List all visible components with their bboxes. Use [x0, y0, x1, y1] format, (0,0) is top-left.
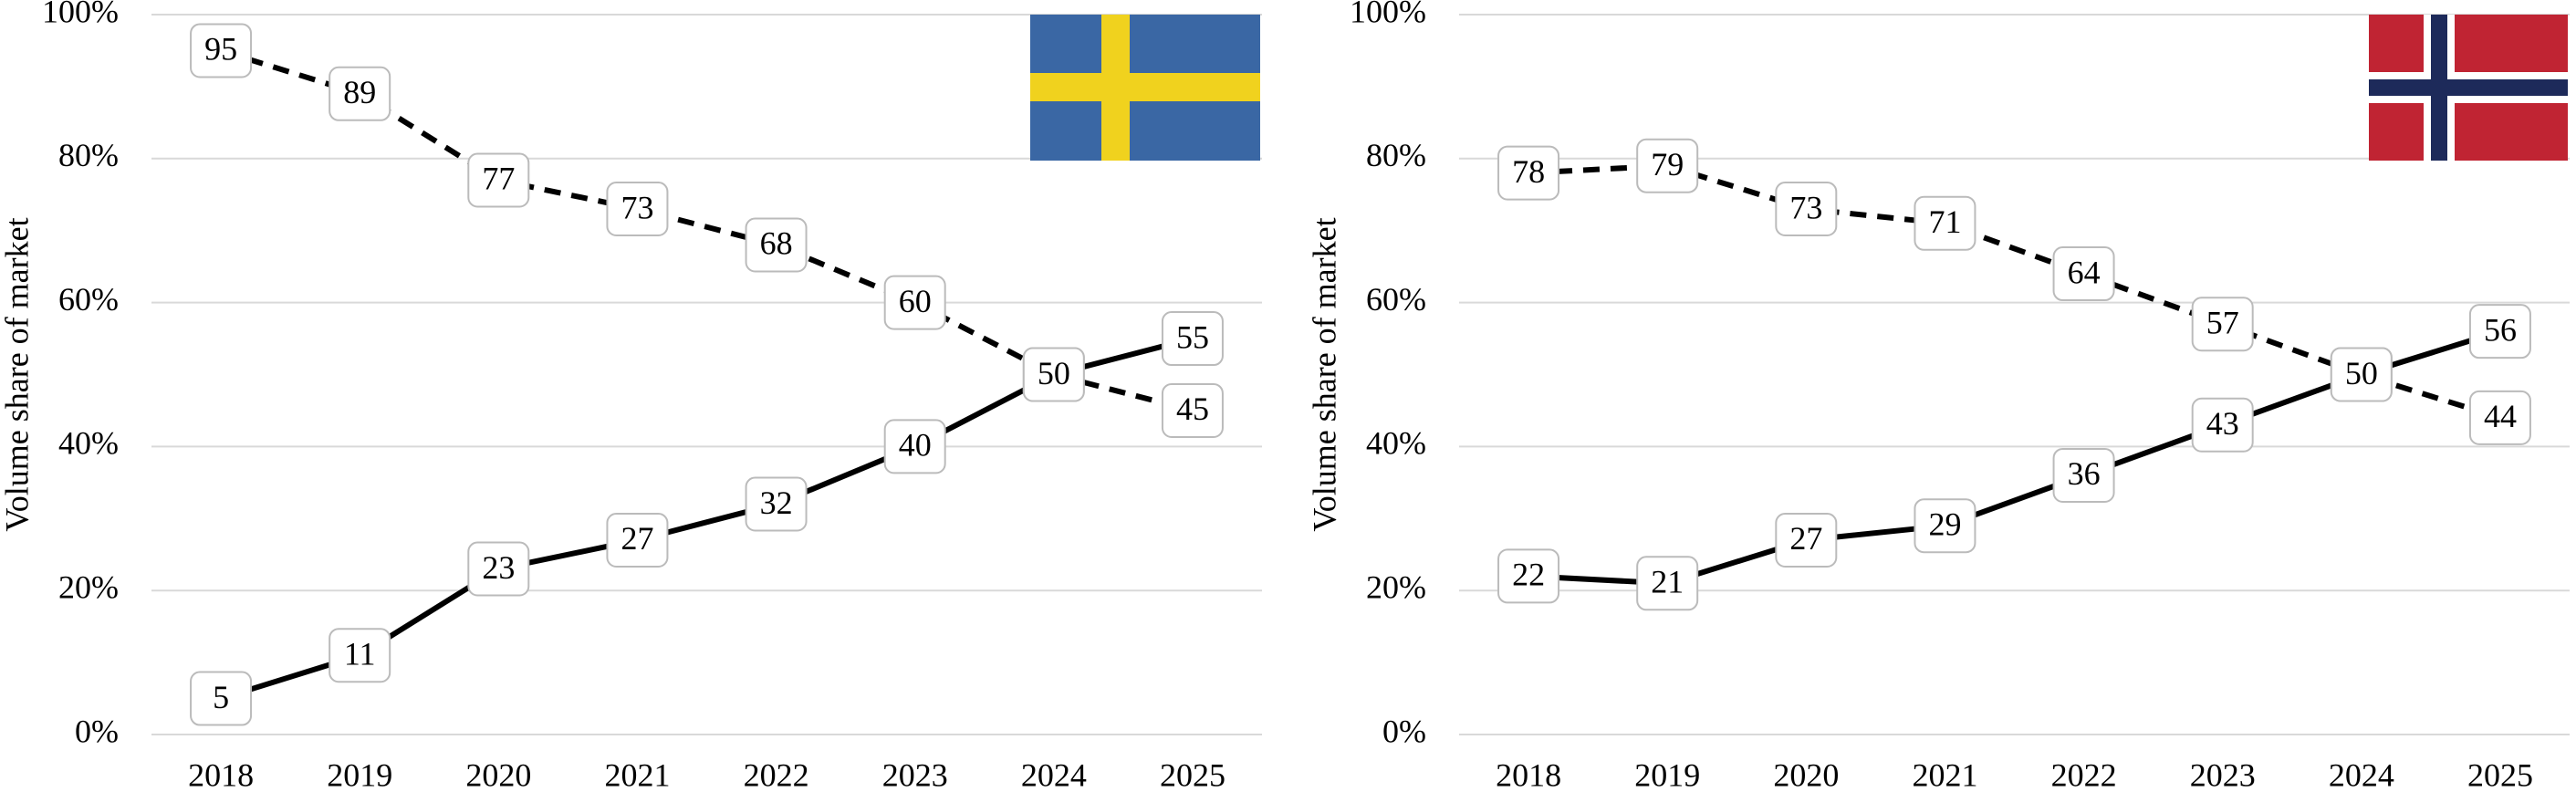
data-label: 21: [1651, 564, 1684, 600]
norway-flag: [2369, 15, 2568, 161]
label-box: [1022, 347, 1085, 402]
data-label: 43: [2206, 405, 2239, 442]
sweden-flag: [1030, 15, 1260, 161]
data-label: 50: [1038, 355, 1070, 391]
x-tick-label: 2025: [2467, 756, 2533, 792]
label-box: [1161, 382, 1224, 438]
x-tick-label: 2021: [604, 756, 670, 792]
y-tick-label: 0%: [75, 713, 119, 749]
data-label: 71: [1928, 203, 1961, 240]
label-box: [1636, 556, 1699, 611]
label-box: [606, 182, 669, 237]
label-box: [606, 512, 669, 568]
x-tick-label: 2024: [1021, 756, 1087, 792]
data-label: 50: [2345, 355, 2378, 391]
label-box: [2330, 347, 2393, 402]
x-tick-label: 2018: [1496, 756, 1561, 792]
x-tick-label: 2020: [465, 756, 531, 792]
data-label: 29: [1928, 505, 1961, 542]
label-box: [745, 217, 808, 273]
data-label: 60: [899, 283, 932, 319]
label-box: [329, 66, 391, 121]
x-tick-label: 2025: [1160, 756, 1225, 792]
data-label: 79: [1651, 146, 1684, 182]
x-tick-label: 2019: [327, 756, 392, 792]
y-tick-label: 40%: [58, 425, 119, 462]
y-axis-label: Volume share of market: [1306, 217, 1342, 531]
data-label: 22: [1512, 557, 1545, 593]
data-label: 64: [2068, 254, 2101, 290]
label-box: [1914, 498, 1976, 554]
y-tick-label: 20%: [1366, 568, 1426, 605]
y-tick-label: 20%: [58, 568, 119, 605]
label-box: [2468, 304, 2531, 360]
data-label: 56: [2484, 311, 2517, 348]
label-box: [467, 152, 530, 208]
y-tick-label: 60%: [58, 281, 119, 318]
label-box: [1914, 195, 1976, 251]
data-label: 27: [621, 520, 653, 557]
label-box: [329, 628, 391, 683]
data-label: 68: [760, 225, 793, 262]
data-label: 57: [2206, 305, 2239, 341]
chart: 0% 20% 40% 60% 80% 100% Volume share of market…: [0, 0, 1262, 792]
x-tick-label: 2023: [882, 756, 948, 792]
data-label: 45: [1176, 391, 1209, 427]
label-box: [1161, 311, 1224, 367]
data-label: 95: [204, 31, 237, 68]
label-box: [190, 671, 253, 726]
data-label: 89: [343, 74, 376, 110]
label-box: [190, 23, 253, 78]
data-label: 23: [482, 549, 515, 586]
y-axis-label: Volume share of market: [0, 217, 35, 531]
x-tick-label: 2023: [2190, 756, 2256, 792]
label-box: [883, 275, 946, 330]
label-box: [745, 476, 808, 532]
label-box: [1497, 548, 1560, 604]
x-tick-label: 2024: [2329, 756, 2394, 792]
label-box: [2191, 297, 2254, 352]
y-tick-label: 100%: [42, 0, 119, 29]
series-line: [1528, 162, 2501, 421]
label-box: [883, 419, 946, 474]
data-label: 40: [899, 427, 932, 464]
label-box: [2052, 447, 2115, 503]
label-box: [1636, 138, 1699, 193]
data-label: 32: [760, 485, 793, 521]
x-tick-label: 2022: [2051, 756, 2117, 792]
data-label: 55: [1176, 318, 1209, 355]
y-tick-label: 80%: [58, 137, 119, 173]
label-box: [1497, 145, 1560, 201]
x-tick-label: 2018: [188, 756, 254, 792]
data-label: 27: [1789, 520, 1822, 557]
data-label: 11: [344, 635, 376, 672]
x-tick-label: 2019: [1634, 756, 1700, 792]
data-label: 73: [621, 189, 653, 225]
data-label: 36: [2068, 455, 2101, 492]
label-box: [2052, 246, 2115, 302]
label-box: [1775, 182, 1838, 237]
y-tick-label: 40%: [1366, 425, 1426, 462]
data-label: 44: [2484, 398, 2517, 434]
y-tick-label: 0%: [1382, 713, 1426, 749]
x-tick-label: 2020: [1773, 756, 1839, 792]
x-tick-label: 2021: [1912, 756, 1977, 792]
data-label: 78: [1512, 153, 1545, 190]
data-label: 77: [482, 161, 515, 197]
data-label: 5: [213, 679, 229, 715]
y-tick-label: 80%: [1366, 137, 1426, 173]
label-box: [2468, 390, 2531, 445]
y-tick-label: 60%: [1366, 281, 1426, 318]
data-label: 73: [1789, 189, 1822, 225]
label-box: [467, 541, 530, 597]
label-box: [1775, 512, 1838, 568]
y-tick-label: 100%: [1350, 0, 1426, 29]
chart: 0% 20% 40% 60% 80% 100% Volume share of market…: [1306, 0, 2570, 792]
label-box: [2191, 397, 2254, 453]
x-tick-label: 2022: [744, 756, 809, 792]
